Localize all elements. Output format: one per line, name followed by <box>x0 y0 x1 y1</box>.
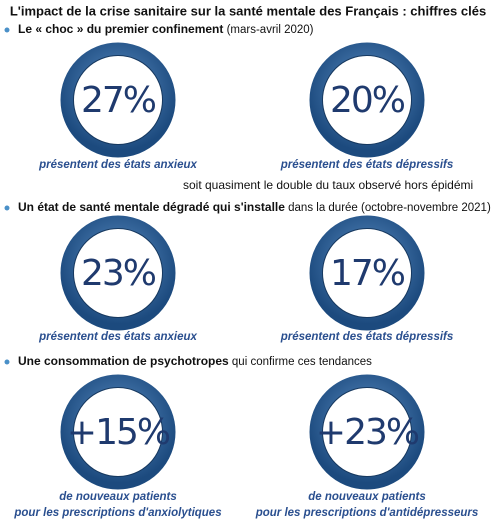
bullet <box>4 205 10 211</box>
ring <box>309 374 425 490</box>
ring <box>60 215 176 331</box>
ring <box>309 42 425 158</box>
heading-bold: Un état de santé mentale dégradé qui s'i… <box>18 200 285 214</box>
section-heading: Une consommation de psychotropes qui con… <box>18 354 372 368</box>
ring-edge <box>322 387 412 477</box>
ring-edge <box>73 228 163 318</box>
heading-rest: (mars-avril 2020) <box>223 24 313 36</box>
heading-rest: dans la durée (octobre-novembre 2021) <box>285 202 491 214</box>
ring-edge <box>73 387 163 477</box>
caption: pour les prescriptions d'anxiolytiques <box>13 507 221 519</box>
key-figure: 20% <box>330 80 405 121</box>
bullet <box>4 27 10 33</box>
ring-edge <box>322 228 412 318</box>
heading-bold: Le « choc » du premier confinement <box>18 22 223 36</box>
key-figure: 17% <box>330 253 405 294</box>
ring <box>309 215 425 331</box>
note: soit quasiment le double du taux observé… <box>183 178 473 192</box>
caption: présentent des états anxieux <box>38 159 197 171</box>
ring <box>60 374 176 490</box>
ring <box>60 42 176 158</box>
section-heading: Le « choc » du premier confinement (mars… <box>18 22 314 36</box>
caption: présentent des états dépressifs <box>280 331 454 343</box>
key-figure: 23% <box>81 253 156 294</box>
key-figure: +23% <box>316 412 419 453</box>
bullet <box>4 359 10 365</box>
key-figure: +15% <box>67 412 170 453</box>
caption: de nouveaux patients <box>59 491 177 503</box>
section-heading: Un état de santé mentale dégradé qui s'i… <box>18 200 491 214</box>
title: L'impact de la crise sanitaire sur la sa… <box>10 3 486 18</box>
ring-edge <box>322 55 412 145</box>
caption: de nouveaux patients <box>308 491 426 503</box>
ring-edge <box>73 55 163 145</box>
key-figure: 27% <box>81 80 156 121</box>
heading-rest: qui confirme ces tendances <box>229 356 372 368</box>
heading-bold: Une consommation de psychotropes <box>18 354 229 368</box>
caption: présentent des états dépressifs <box>280 159 454 171</box>
caption: pour les prescriptions d'antidépresseurs <box>255 507 479 519</box>
caption: présentent des états anxieux <box>38 331 197 343</box>
